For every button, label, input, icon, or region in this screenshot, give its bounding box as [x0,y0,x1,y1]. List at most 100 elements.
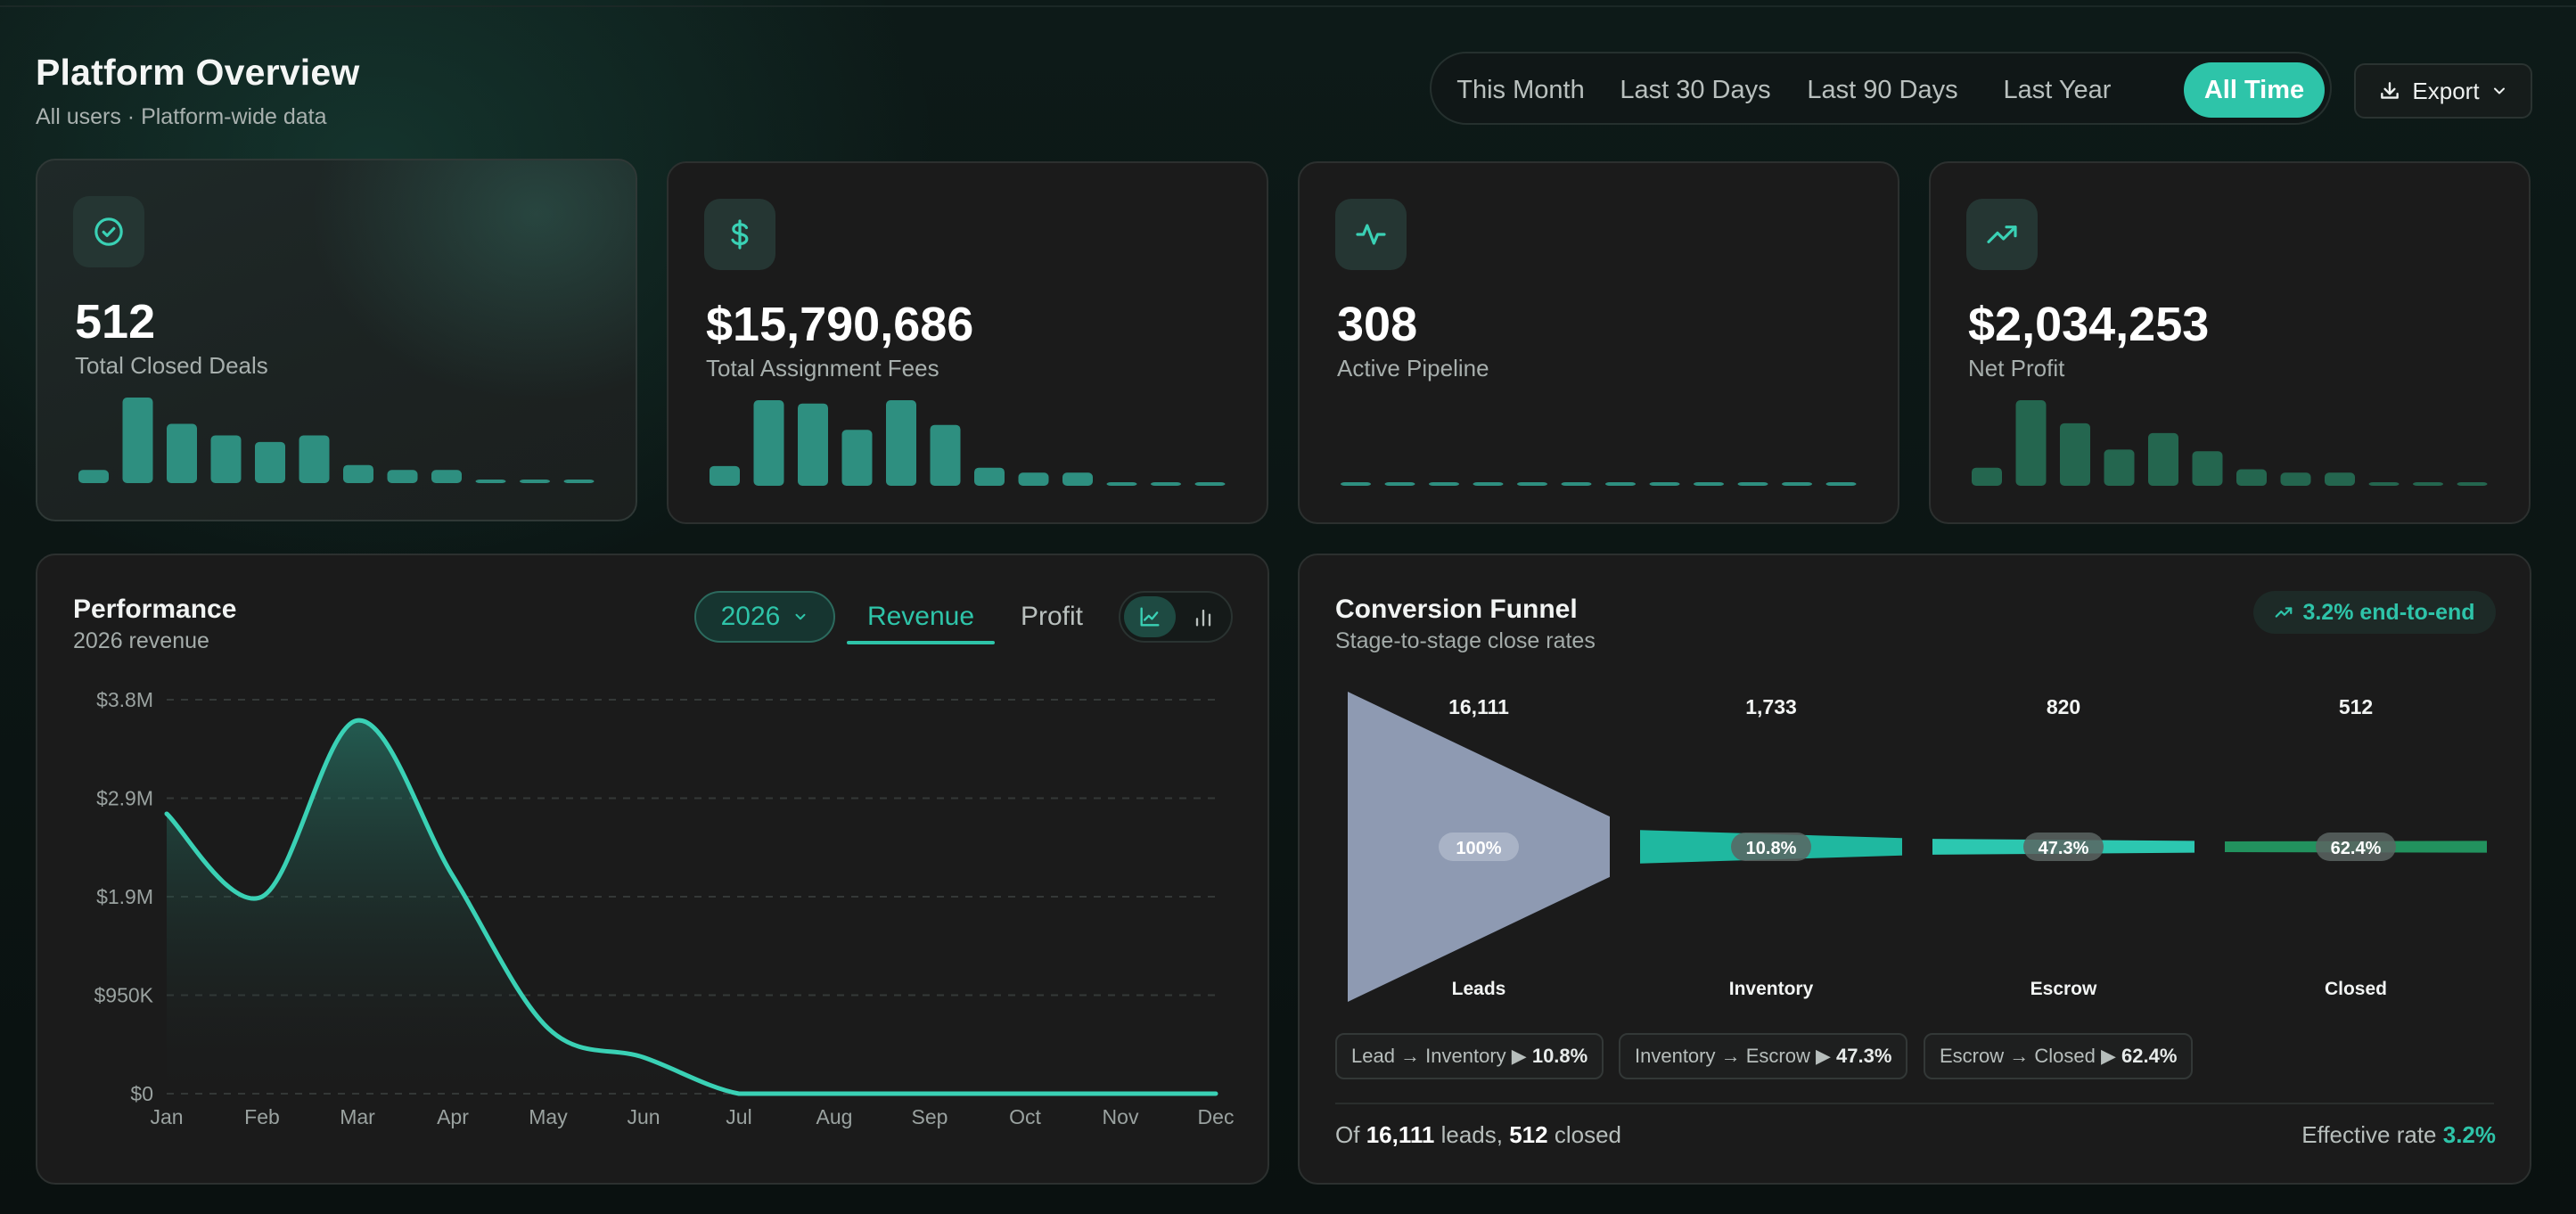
spark-bar [387,470,418,483]
chevron-down-icon [795,613,806,620]
active-tab-indicator [847,641,995,644]
summary-leads-word: leads, [1440,1121,1503,1148]
funnel-rate-label: 100% [1456,839,1501,858]
spark-bar [1737,482,1768,486]
spark-bar [2457,482,2488,486]
x-tick-label: May [529,1105,568,1128]
kpi-label: Active Pipeline [1337,355,1489,381]
y-tick-label: $950K [94,984,153,1007]
transition-chip-escrow-closed: Escrow → Closed ▶ 62.4% [1924,1033,2194,1079]
spark-bar [563,480,595,483]
revenue-area-fill [167,720,1216,1094]
funnel-rate-pill [2023,833,2104,861]
funnel-rate-label: 62.4% [2331,839,2382,858]
x-tick-label: Jun [627,1105,660,1128]
spark-bar [299,435,330,483]
effective-rate-value: 3.2% [2442,1121,2496,1148]
x-tick-label: Nov [1103,1105,1139,1128]
spark-bar [2060,422,2090,486]
spark-bar [255,441,285,483]
line-chart-icon [1140,607,1160,627]
spark-bar [1782,482,1812,486]
export-label: Export [2412,77,2480,104]
funnel-rate-pill [1731,833,1811,861]
spark-bar [2148,432,2178,486]
summary-closed-count: 512 [1509,1121,1548,1148]
funnel-stage-count: 820 [2047,695,2080,718]
summary-prefix: Of [1335,1121,1360,1148]
spark-bar [1649,482,1680,486]
funnel-rate-pill [1439,833,1519,861]
funnel-stage-name: Leads [1452,979,1506,999]
spark-bar [841,430,873,486]
sparkline-chart [78,398,595,483]
spark-bar [1106,482,1137,486]
funnel-rate-label: 47.3% [2039,839,2089,858]
tab-profit[interactable]: Profit [1020,602,1084,631]
kpi-value: $15,790,686 [706,298,974,351]
funnel-chart: 16,111 Leads 100% 1,733 Inventory 10.8% 820 Esc… [1348,692,2487,1002]
summary-closed-word: closed [1554,1121,1621,1148]
tab-revenue[interactable]: Revenue [866,602,975,631]
export-button[interactable]: Export [2354,63,2532,119]
spark-bar [1605,482,1636,486]
y-tick-label: $0 [130,1082,153,1105]
transition-label: Lead → Inventory ▶ [1351,1045,1527,1067]
spark-bar [431,470,462,483]
range-last-30-days[interactable]: Last 30 Days [1620,76,1771,104]
spark-bar [1341,482,1371,486]
y-tick-label: $1.9M [96,885,153,908]
spark-bar [122,398,153,483]
funnel-summary: Of 16,111 leads, 512 closed [1335,1121,1621,1149]
transition-chip-inventory-escrow: Inventory → Escrow ▶ 47.3% [1619,1033,1908,1079]
trending-up-icon [2276,607,2293,618]
range-all-time[interactable]: All Time [2184,62,2325,118]
spark-bar [753,400,784,486]
funnel-subtitle: Stage-to-stage close rates [1335,628,1596,653]
spark-bar [1517,482,1547,486]
x-tick-label: Mar [340,1105,375,1128]
page-title: Platform Overview [36,52,360,93]
bar-chart-icon [1195,609,1211,627]
spark-bar [1384,482,1415,486]
spark-bar [210,435,242,483]
spark-bar [2236,469,2267,486]
kpi-label: Total Closed Deals [75,352,268,379]
x-tick-label: Sep [912,1105,948,1128]
summary-leads-count: 16,111 [1366,1121,1435,1148]
end-to-end-rate: 3.2% end-to-end [2302,599,2475,625]
kpi-label: Net Profit [1968,355,2065,381]
performance-subtitle: 2026 revenue [73,628,209,653]
spark-bar [2325,472,2355,486]
divider [1335,1103,2494,1104]
spark-bar [343,464,373,483]
spark-bar [886,400,916,486]
spark-bar [1062,472,1093,486]
revenue-area-chart: $0 $950K $1.9M $2.9M $3.8M Jan Feb Mar Apr May Jun… [94,688,1234,1128]
line-view-button[interactable] [1124,596,1176,637]
range-this-month[interactable]: This Month [1456,76,1585,104]
funnel-title: Conversion Funnel [1335,595,1578,624]
kpi-label: Total Assignment Fees [706,355,939,381]
year-select[interactable]: 2026 [694,591,835,643]
spark-bar [930,424,961,486]
kpi-card-assignment-fees: $15,790,686 Total Assignment Fees [667,161,1268,524]
range-last-year[interactable]: Last Year [2003,76,2112,104]
spark-bar [2280,472,2311,486]
range-last-90-days[interactable]: Last 90 Days [1807,76,1958,104]
spark-bar [1561,482,1592,486]
funnel-stage-name: Escrow [2030,979,2097,999]
spark-bar [798,403,828,486]
funnel-stage-count: 1,733 [1745,695,1797,718]
funnel-stage-count: 512 [2339,695,2373,718]
sparkline-chart [710,400,1226,486]
transition-label: Escrow → Closed ▶ [1940,1045,2116,1067]
spark-bar [2368,482,2400,486]
bar-view-button[interactable] [1177,596,1229,637]
spark-bar [1473,482,1504,486]
end-to-end-badge: 3.2% end-to-end [2253,591,2496,634]
spark-bar [710,465,740,486]
x-tick-label: Jan [150,1105,183,1128]
y-tick-label: $2.9M [96,787,153,810]
sparkline-chart [1972,400,2488,486]
